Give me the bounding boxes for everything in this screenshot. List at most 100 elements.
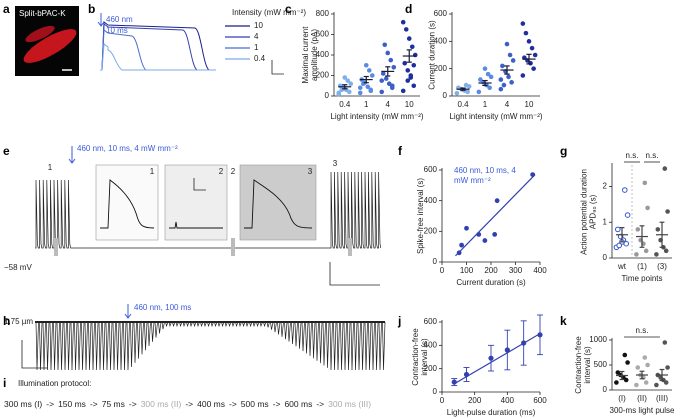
y-tick-label: 400 (316, 50, 330, 59)
point (643, 380, 649, 385)
point (482, 66, 488, 71)
point (342, 75, 348, 80)
point (645, 362, 650, 368)
point (365, 84, 371, 90)
marker-label: 3 (333, 159, 338, 168)
point (654, 252, 659, 257)
x-tick-label: 4 (505, 100, 510, 109)
point (476, 89, 482, 95)
point (635, 227, 641, 232)
panel-letter: j (397, 314, 401, 328)
point (622, 352, 628, 358)
inset-trace (169, 221, 223, 229)
point (459, 242, 464, 248)
point (498, 86, 504, 92)
y-tick-label: 1000 (589, 335, 607, 344)
x-tick-label: wt (617, 262, 627, 271)
sample-marker (348, 238, 352, 256)
trace (100, 21, 216, 71)
point (521, 340, 527, 346)
point (504, 41, 510, 47)
point (616, 242, 623, 249)
marker-label: 2 (231, 167, 236, 176)
x-tick-label: (II) (637, 394, 647, 403)
point (510, 58, 516, 63)
panel-letter: f (398, 144, 403, 158)
point (388, 57, 394, 63)
point (411, 62, 417, 68)
y-tick-label: 400 (434, 36, 448, 45)
point (363, 62, 369, 68)
point (520, 21, 526, 26)
annotation: 460 nm, 100 ms (134, 303, 191, 312)
x-tick-label: (III) (656, 394, 668, 403)
x-tick-label: 10 (525, 100, 534, 109)
point (506, 74, 511, 80)
x-tick-label: (I) (618, 394, 626, 403)
point (348, 81, 354, 86)
x-tick-label: 4 (386, 100, 391, 109)
point (614, 380, 619, 385)
point (385, 50, 391, 56)
protocol-step: 600 ms (284, 399, 313, 409)
y-tick-label: 400 (424, 340, 438, 349)
significance-label: n.s. (646, 151, 659, 160)
stimulus-arrow (97, 13, 105, 27)
point (368, 88, 374, 94)
point (532, 52, 538, 58)
point (408, 73, 414, 78)
point (400, 19, 406, 25)
panel-letter: i (3, 376, 6, 390)
x-axis-label: Time points (621, 274, 662, 283)
panel-letter: g (560, 144, 567, 158)
point (643, 248, 649, 254)
y-tick-label: 0 (603, 385, 608, 394)
panel-letter: k (560, 314, 567, 328)
protocol-step: 300 ms (I) (4, 399, 43, 409)
y-axis-label: Current duration (s) (427, 20, 437, 90)
protocol-step: 500 ms (240, 399, 269, 409)
annotation: 460 nm, 10 ms, 4 mW mm⁻² (77, 144, 178, 153)
y-tick-label: 0 (603, 253, 608, 262)
x-axis-label: 300-ms light pulse (610, 406, 675, 415)
y-tick-label: 200 (316, 71, 330, 80)
point (537, 332, 543, 338)
y-tick-label: 200 (434, 64, 448, 73)
point (405, 68, 411, 73)
legend-label: 10 (254, 21, 263, 30)
x-tick-label: 400 (533, 266, 547, 275)
point (456, 250, 462, 256)
x-axis-label: Light-pulse duration (ms) (447, 408, 536, 417)
baseline-label: −58 mV (4, 263, 32, 272)
x-tick-label: 200 (468, 396, 482, 405)
point (403, 27, 409, 32)
point (478, 77, 483, 82)
protocol-step: 75 ms (101, 399, 125, 409)
y-tick-label: 0 (433, 387, 438, 396)
panel-letter: c (285, 2, 292, 16)
point (402, 60, 408, 66)
inset-scale-bar (193, 178, 206, 191)
x-tick-label: 400 (501, 396, 515, 405)
panel-letter: h (3, 314, 10, 328)
panel-letter: a (3, 2, 10, 16)
x-tick-label: 0.4 (339, 100, 351, 109)
point (389, 83, 395, 89)
point (507, 52, 513, 58)
point (615, 226, 621, 233)
significance-label: n.s. (626, 151, 639, 160)
separator: -> (185, 399, 194, 409)
sample-marker (54, 238, 58, 256)
point (645, 205, 650, 211)
point (509, 80, 514, 85)
point (665, 209, 670, 214)
separator: -> (128, 399, 137, 409)
y-tick-label: 600 (424, 317, 438, 326)
y-tick-label: 0 (433, 257, 438, 266)
point (476, 232, 482, 237)
scale-bar (329, 262, 380, 286)
point (411, 83, 417, 89)
separator: -> (272, 399, 281, 409)
